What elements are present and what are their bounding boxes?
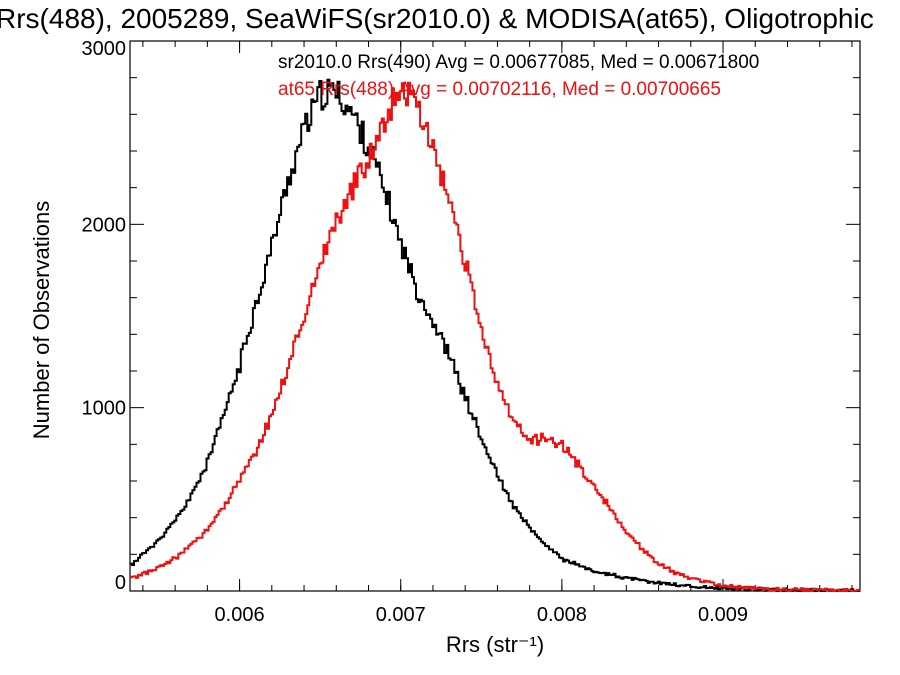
x-axis-label: Rrs (str⁻¹) <box>446 632 544 657</box>
y-tick-label: 2000 <box>82 214 127 236</box>
x-tick-label: 0.009 <box>698 604 748 626</box>
series-line-0 <box>130 78 860 592</box>
y-axis-label: Number of Observations <box>29 201 54 439</box>
x-tick-label: 0.008 <box>537 604 587 626</box>
y-tick-label: 3000 <box>82 38 127 60</box>
x-tick-label: 0.007 <box>376 604 426 626</box>
legend-entry-0: sr2010.0 Rrs(490) Avg = 0.00677085, Med … <box>278 52 759 73</box>
x-tick-label: 0.006 <box>215 604 265 626</box>
legend-entry-1: at65 Rrs(488) Avg = 0.00702116, Med = 0.… <box>278 79 721 100</box>
chart-title: Rrs(488), 2005289, SeaWiFS(sr2010.0) & M… <box>0 3 874 34</box>
y-tick-label: 0 <box>115 572 126 594</box>
series-line-1 <box>130 81 861 592</box>
y-tick-label: 1000 <box>82 398 127 420</box>
plot-frame <box>129 40 861 592</box>
